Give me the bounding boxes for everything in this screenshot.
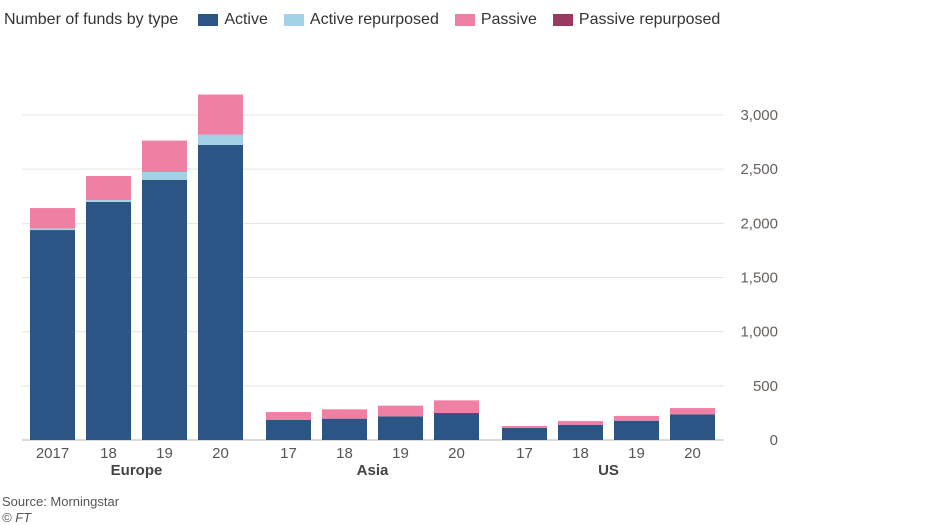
x-tick-label: 19 xyxy=(392,445,409,462)
group-label: Europe xyxy=(111,462,163,479)
x-tick-label: 17 xyxy=(280,445,297,462)
bar-segment-passive xyxy=(30,208,75,229)
copyright: © FT xyxy=(2,510,32,525)
bar-segment-active xyxy=(30,230,75,440)
legend-swatch xyxy=(552,14,573,26)
bar-segment-active-repurposed xyxy=(30,228,75,231)
legend-swatch xyxy=(454,14,475,26)
bar-segment-active-repurposed xyxy=(86,200,131,202)
x-tick-label: 17 xyxy=(516,445,533,462)
bar-segment-active xyxy=(558,424,603,440)
legend-label: Active repurposed xyxy=(309,11,439,28)
source-note: Source: Morningstar xyxy=(2,494,120,509)
y-tick-label: 1,500 xyxy=(740,270,778,287)
legend-label: Passive xyxy=(480,11,537,28)
bar-segment-passive xyxy=(142,140,187,172)
x-tick-label: 19 xyxy=(156,445,173,462)
bar-segment-passive xyxy=(266,412,311,420)
y-tick-label: 2,000 xyxy=(740,215,778,232)
y-tick-label: 0 xyxy=(770,432,778,449)
legend-swatch xyxy=(198,14,219,26)
x-tick-label: 18 xyxy=(336,445,353,462)
y-tick-label: 1,000 xyxy=(740,324,778,341)
x-tick-label: 18 xyxy=(100,445,117,462)
bar-segment-passive xyxy=(322,409,367,419)
y-tick-label: 3,000 xyxy=(740,107,778,124)
legend-label: Passive repurposed xyxy=(578,11,721,28)
x-tick-label: 2017 xyxy=(36,445,69,462)
legend-item-passive-repurposed: Passive repurposed xyxy=(552,11,721,29)
bar-segment-passive xyxy=(198,94,243,135)
bar-segment-active xyxy=(266,419,311,440)
bar-segment-passive xyxy=(86,175,131,201)
y-tick-label: 500 xyxy=(753,378,778,395)
legend-item-active-repurposed: Active repurposed xyxy=(283,11,439,29)
group-label: Asia xyxy=(357,462,389,479)
group-label: US xyxy=(598,462,619,479)
x-tick-label: 20 xyxy=(684,445,701,462)
bar-segment-active xyxy=(142,180,187,440)
bar-segment-active xyxy=(378,416,423,440)
bar-segment-active xyxy=(670,414,715,440)
x-tick-label: 20 xyxy=(448,445,465,462)
bar-segment-passive xyxy=(614,415,659,421)
legend: Number of funds by type Active Active re… xyxy=(4,11,736,29)
legend-label: Active xyxy=(224,11,268,28)
bar-segment-passive xyxy=(558,421,603,425)
bar-segment-active xyxy=(502,427,547,440)
bar-segment-active xyxy=(86,201,131,440)
legend-item-passive: Passive xyxy=(454,11,537,29)
x-tick-label: 20 xyxy=(212,445,229,462)
bar-segment-passive xyxy=(502,426,547,428)
bar-segment-active xyxy=(198,145,243,440)
bar-segment-active xyxy=(322,418,367,440)
bar-segment-active xyxy=(614,420,659,440)
bar-segment-passive xyxy=(378,405,423,417)
bar-segment-active-repurposed xyxy=(198,134,243,146)
x-tick-label: 18 xyxy=(572,445,589,462)
bar-segment-active xyxy=(434,413,479,440)
bar-segment-passive xyxy=(670,408,715,415)
x-tick-label: 19 xyxy=(628,445,645,462)
y-tick-label: 2,500 xyxy=(740,161,778,178)
bar-segment-active-repurposed xyxy=(142,171,187,180)
bar-segment-passive xyxy=(434,400,479,414)
legend-item-active: Active xyxy=(198,11,268,29)
legend-swatch xyxy=(283,14,304,26)
chart-title: Number of funds by type xyxy=(4,11,179,28)
